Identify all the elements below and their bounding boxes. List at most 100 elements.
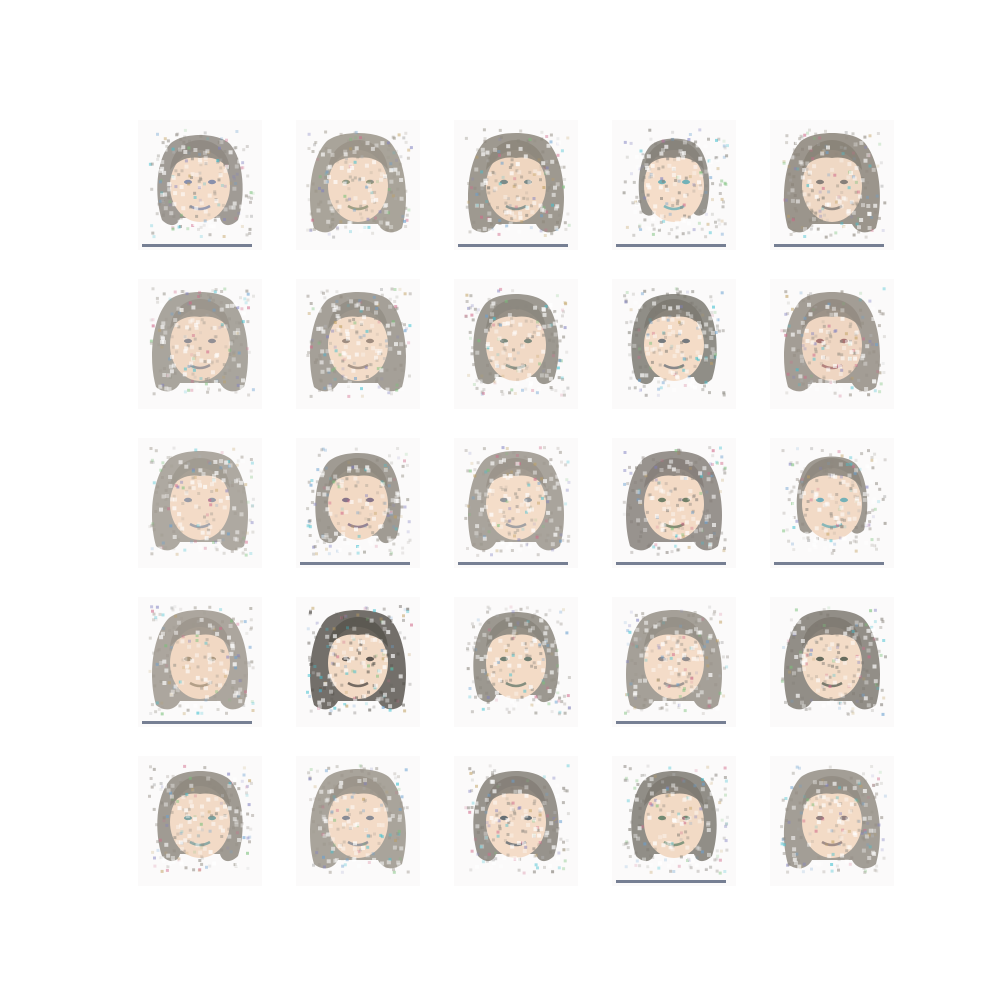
noise-pixel — [540, 130, 544, 134]
highlight-pixel — [396, 860, 401, 865]
noise-pixel — [839, 339, 843, 343]
noise-pixel — [657, 481, 661, 485]
noise-pixel — [512, 707, 516, 711]
noise-pixel — [794, 153, 797, 157]
noise-pixel — [495, 539, 499, 543]
noise-pixel — [660, 177, 664, 181]
eye — [500, 656, 508, 662]
noise-pixel — [562, 335, 566, 339]
noise-pixel — [340, 870, 344, 874]
highlight-pixel — [374, 197, 379, 202]
mouth — [663, 681, 685, 688]
highlight-pixel — [189, 361, 194, 366]
noise-pixel — [695, 671, 698, 675]
noise-pixel — [392, 136, 396, 140]
noise-pixel — [322, 291, 325, 295]
noise-pixel — [177, 325, 181, 329]
noise-pixel — [199, 705, 203, 709]
noise-pixel — [832, 549, 836, 552]
noise-pixel — [323, 353, 327, 357]
highlight-pixel — [636, 387, 641, 392]
noise-pixel — [505, 823, 509, 827]
noise-pixel — [361, 506, 365, 510]
highlight-pixel — [348, 221, 353, 226]
noise-pixel — [700, 850, 704, 854]
noise-pixel — [469, 868, 473, 872]
noise-pixel — [509, 802, 513, 806]
noise-pixel — [208, 498, 212, 502]
highlight-pixel — [546, 368, 551, 373]
highlight-pixel — [697, 335, 702, 340]
noise-pixel — [321, 534, 325, 538]
highlight-pixel — [529, 642, 534, 647]
noise-pixel — [368, 362, 372, 366]
bangs — [486, 776, 546, 806]
noise-pixel — [541, 658, 545, 661]
highlight-pixel — [638, 499, 643, 504]
noise-pixel — [869, 609, 873, 613]
highlight-pixel — [498, 508, 503, 513]
noise-pixel — [210, 490, 214, 493]
noise-pixel — [511, 610, 515, 614]
noise-pixel — [177, 858, 181, 862]
noise-pixel — [709, 706, 713, 710]
noise-pixel — [561, 314, 564, 318]
highlight-pixel — [532, 817, 537, 822]
highlight-pixel — [548, 305, 553, 310]
noise-pixel — [375, 154, 379, 158]
noise-pixel — [468, 687, 472, 690]
noise-pixel — [810, 374, 813, 378]
highlight-pixel — [852, 176, 857, 181]
noise-pixel — [360, 216, 364, 220]
noise-pixel — [498, 221, 502, 225]
highlight-pixel — [813, 538, 818, 543]
noise-pixel — [680, 642, 684, 646]
noise-pixel — [196, 620, 200, 624]
highlight-pixel — [667, 464, 672, 469]
noise-pixel — [484, 153, 488, 157]
noise-pixel — [470, 778, 474, 782]
noise-pixel — [482, 549, 486, 553]
highlight-pixel — [517, 663, 522, 668]
noise-pixel — [819, 696, 823, 700]
noise-pixel — [689, 806, 693, 810]
noise-pixel — [636, 522, 640, 526]
noise-pixel — [323, 500, 327, 504]
noise-pixel — [560, 700, 564, 704]
highlight-pixel — [507, 313, 512, 318]
noise-pixel — [176, 832, 180, 836]
highlight-pixel — [239, 219, 244, 224]
noise-pixel — [566, 848, 570, 851]
noise-pixel — [237, 694, 241, 698]
noise-pixel — [399, 155, 403, 159]
noise-pixel — [851, 202, 855, 206]
highlight-pixel — [544, 373, 549, 378]
noise-pixel — [367, 225, 371, 229]
noise-pixel — [693, 184, 697, 188]
noise-pixel — [330, 223, 334, 227]
noise-pixel — [366, 670, 370, 674]
noise-pixel — [389, 616, 393, 620]
noise-pixel — [359, 212, 363, 216]
bangs — [644, 299, 704, 329]
noise-pixel — [225, 711, 228, 715]
highlight-pixel — [790, 198, 795, 203]
noise-pixel — [506, 197, 510, 201]
noise-pixel — [312, 830, 316, 834]
highlight-pixel — [804, 531, 809, 536]
highlight-pixel — [499, 524, 504, 529]
noise-pixel — [723, 766, 727, 770]
noise-pixel — [364, 842, 368, 846]
noise-pixel — [868, 351, 872, 355]
highlight-pixel — [198, 483, 202, 488]
noise-pixel — [205, 537, 209, 541]
noise-pixel — [813, 342, 817, 346]
noise-pixel — [356, 511, 360, 515]
highlight-pixel — [652, 841, 657, 846]
noise-pixel — [559, 324, 563, 328]
noise-pixel — [468, 230, 472, 234]
noise-pixel — [178, 704, 182, 708]
noise-pixel — [836, 645, 840, 649]
highlight-pixel — [524, 813, 529, 818]
noise-pixel — [505, 357, 509, 361]
